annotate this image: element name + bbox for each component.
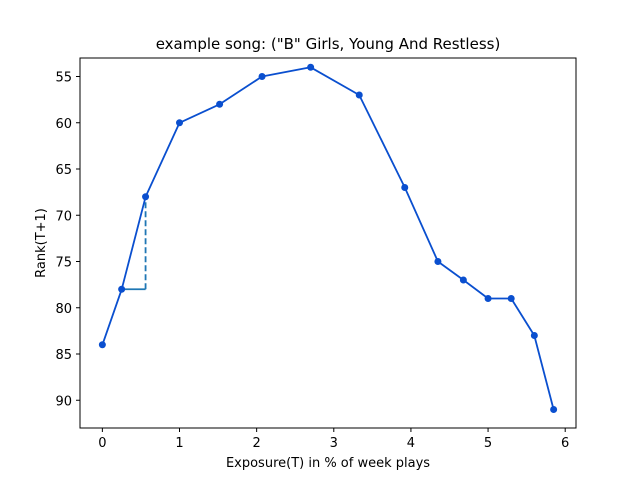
data-point: [459, 276, 467, 284]
data-point: [98, 341, 106, 349]
data-point: [216, 100, 224, 108]
data-point: [530, 332, 538, 339]
x-axis-label: Exposure(T) in % of week plays: [226, 456, 430, 471]
x-axis: 0 1 2 3 4 5 6: [98, 428, 569, 451]
data-point: [118, 285, 126, 293]
y-tick-label: 85: [55, 348, 72, 363]
data-point: [484, 295, 492, 302]
y-tick-label: 65: [55, 163, 72, 178]
x-tick-label: 0: [98, 436, 106, 451]
data-point: [434, 258, 442, 265]
x-tick-label: 6: [561, 436, 569, 451]
x-tick-label: 3: [330, 436, 338, 451]
chart-title: example song: ("B" Girls, Young And Rest…: [156, 35, 501, 53]
y-tick-label: 75: [55, 256, 72, 271]
series: [98, 63, 558, 413]
x-tick-label: 5: [484, 436, 492, 451]
plot-frame: [79, 57, 577, 429]
data-point: [355, 91, 363, 99]
x-tick-label: 1: [175, 436, 183, 451]
y-tick-label: 80: [55, 302, 72, 317]
data-point: [550, 406, 558, 413]
x-tick-label: 4: [407, 436, 415, 451]
step-annotation: [121, 196, 147, 291]
y-axis-label: Rank(T+1): [34, 208, 49, 278]
x-tick-label: 2: [253, 436, 261, 451]
y-tick-label: 55: [55, 71, 72, 86]
y-tick-label: 60: [55, 117, 72, 132]
y-tick-label: 70: [55, 209, 72, 224]
y-axis: 55 60 65 70 75 80 85 90: [55, 71, 80, 409]
y-tick-label: 90: [55, 394, 72, 409]
data-point: [142, 193, 150, 201]
data-point: [507, 295, 515, 302]
data-point: [258, 73, 266, 80]
data-point: [176, 119, 184, 127]
data-point: [401, 184, 409, 191]
data-point: [307, 63, 315, 71]
series-line: [101, 66, 555, 410]
